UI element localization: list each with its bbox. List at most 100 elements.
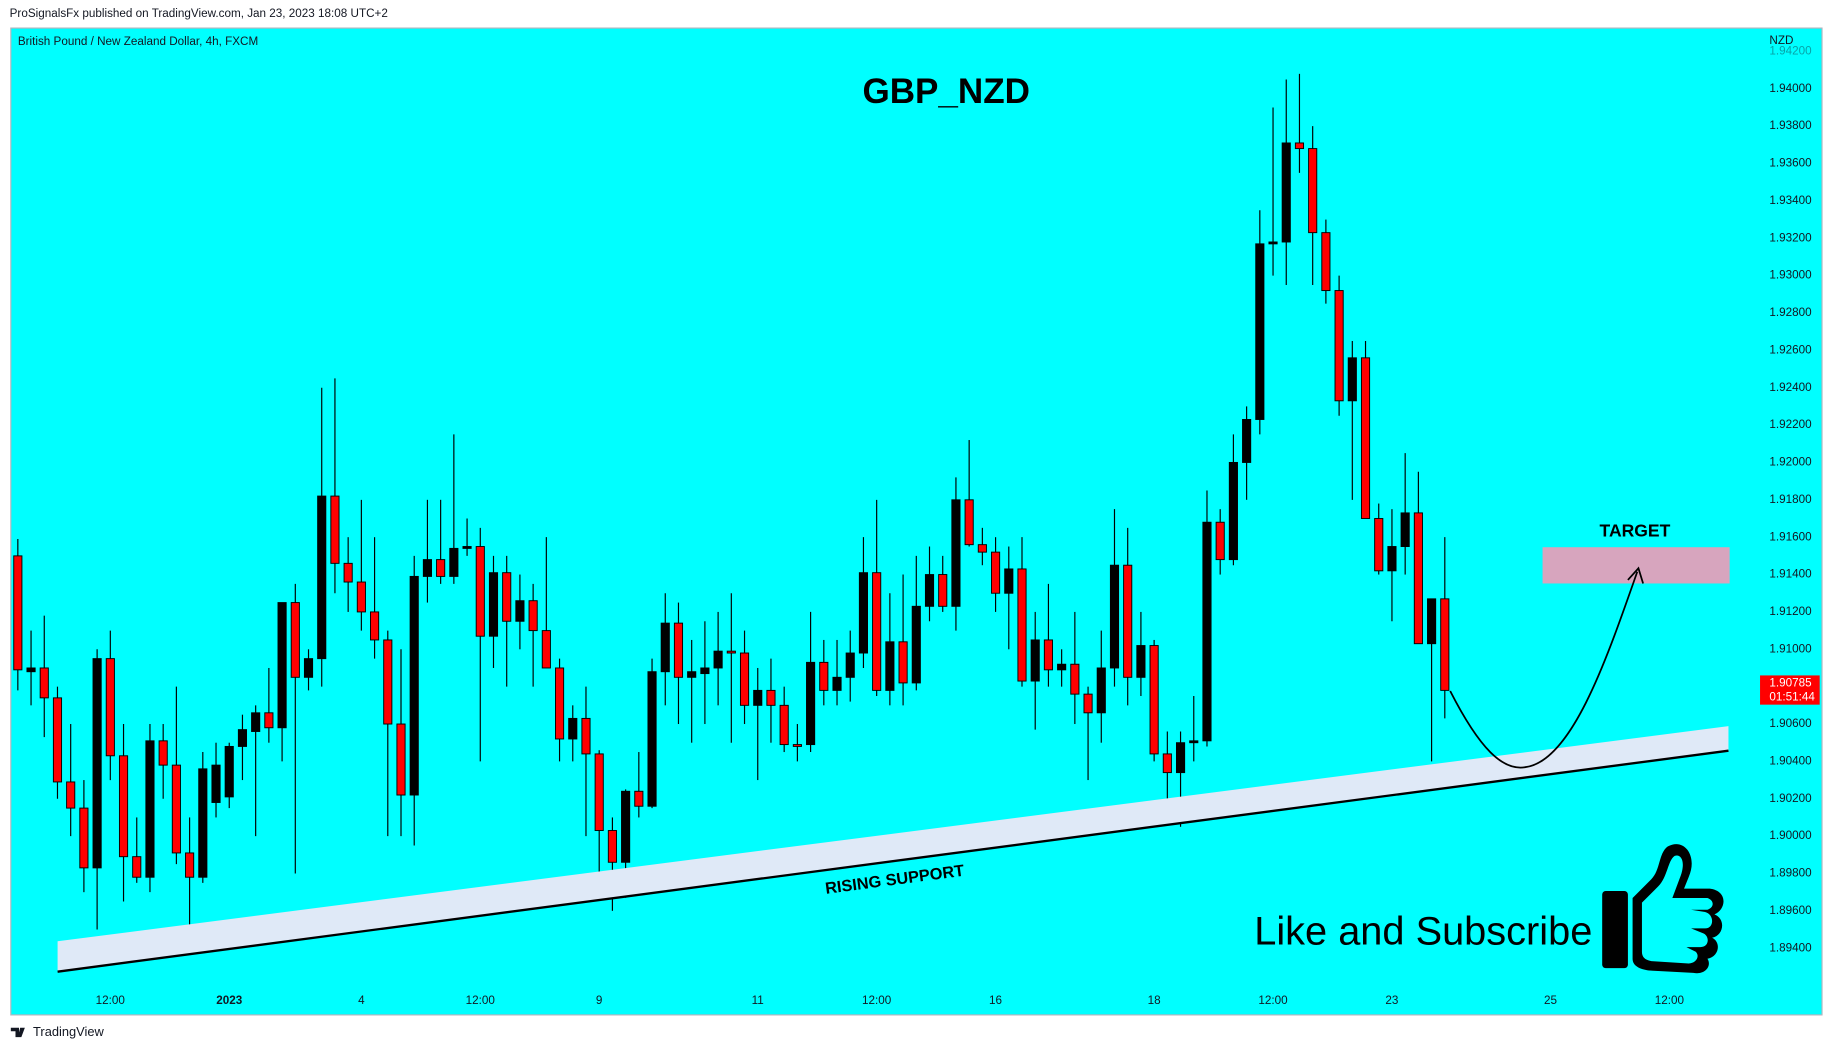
candle-body (568, 717, 578, 740)
y-tick-label: 1.92000 (1769, 456, 1812, 469)
y-tick-label: 1.92600 (1769, 343, 1812, 356)
candle-body (264, 712, 274, 729)
candle-body (1427, 598, 1437, 645)
y-tick-label: 1.92200 (1769, 418, 1812, 431)
candle-body (687, 671, 697, 678)
candle-body (739, 652, 750, 706)
candle-body (118, 755, 129, 858)
candle-body (356, 581, 366, 613)
y-tick-label: 1.90600 (1769, 717, 1812, 730)
y-tick-label: 1.91000 (1769, 642, 1812, 655)
candle-body (39, 667, 49, 699)
candle-body (475, 546, 485, 637)
candle-body (343, 562, 353, 583)
y-tick-label: 1.93800 (1769, 119, 1812, 132)
y-tick-label: 1.93600 (1769, 157, 1812, 170)
x-tick-label: 23 (1385, 994, 1398, 1007)
publisher: ProSignalsFx published on TradingView.co… (10, 7, 388, 20)
candle-body (832, 676, 842, 691)
candle-body (422, 559, 432, 577)
candle-body (383, 639, 393, 725)
candle-body (237, 729, 248, 747)
y-tick-label: 1.90400 (1769, 754, 1812, 767)
candle-body (951, 499, 961, 607)
candle-body (198, 768, 208, 878)
candle-body (1255, 243, 1265, 420)
candle-body (290, 602, 300, 678)
candle-body (1136, 645, 1146, 678)
candle-body (1162, 753, 1172, 774)
candle-body (462, 546, 472, 549)
candle-body (1004, 568, 1014, 594)
candle-body (1189, 740, 1199, 744)
candle-body (1123, 564, 1133, 678)
x-tick-label: 2023 (216, 994, 243, 1007)
candle-body (436, 559, 446, 577)
cta-text: Like and Subscribe (1254, 910, 1592, 954)
candle-body (145, 740, 155, 878)
candle-body (1043, 639, 1053, 671)
candle-body (726, 650, 736, 654)
candle-body (1400, 512, 1410, 547)
x-tick-label: 12:00 (96, 994, 126, 1007)
x-tick-label: 12:00 (466, 994, 496, 1007)
y-tick-label: 1.91200 (1769, 605, 1812, 618)
target-zone (1542, 547, 1730, 584)
candle-body (132, 856, 142, 878)
candle-body (251, 712, 261, 732)
candle-body (158, 740, 168, 766)
candle-body (396, 723, 406, 796)
x-tick-label: 11 (752, 994, 764, 1007)
candle-body (1083, 693, 1093, 714)
candle-body (766, 689, 776, 706)
candle-body (713, 650, 723, 669)
candle-body (1347, 357, 1357, 402)
candle-body (806, 661, 816, 746)
candle-body (1321, 232, 1331, 292)
y-tick-label: 1.90000 (1769, 829, 1812, 842)
candle-body (528, 600, 538, 632)
y-tick-label: 1.91600 (1769, 530, 1812, 543)
y-tick-label: 1.91400 (1769, 568, 1812, 581)
x-tick-label: 12:00 (1258, 994, 1288, 1007)
candle-body (1294, 142, 1305, 150)
x-tick-label: 16 (989, 994, 1002, 1007)
candle-body (1228, 461, 1238, 561)
candle-body (1070, 663, 1080, 695)
candle-body (647, 671, 657, 807)
candle-body (1215, 521, 1225, 561)
candle-body (964, 499, 974, 546)
candle-body (26, 667, 36, 673)
candle-body (753, 689, 763, 706)
candle-body (211, 764, 221, 803)
countdown: 01:51:44 (1769, 691, 1815, 704)
x-tick-label: 9 (596, 994, 603, 1007)
x-tick-label: 25 (1544, 994, 1557, 1007)
y-axis-label: NZD (1769, 34, 1793, 47)
candle-body (911, 605, 921, 684)
footer-logo (10, 1027, 25, 1038)
candle-body (66, 781, 76, 809)
y-tick-label: 1.92400 (1769, 381, 1812, 394)
x-tick-label: 12:00 (1655, 994, 1685, 1007)
candle-body (792, 744, 802, 747)
candle-body (1017, 568, 1027, 682)
y-tick-label: 1.93400 (1769, 194, 1812, 207)
candle-body (515, 600, 525, 622)
candle-body (898, 641, 908, 684)
candle-body (1360, 357, 1371, 519)
y-tick-label: 1.91800 (1769, 493, 1812, 506)
candle-body (634, 790, 644, 807)
candle-body (1281, 142, 1291, 243)
y-tick-label: 1.89800 (1769, 867, 1812, 880)
candle-body (541, 630, 551, 669)
candle-body (330, 495, 340, 564)
candle-body (1413, 512, 1423, 645)
candle-body (977, 544, 987, 553)
candle-body (303, 658, 314, 678)
projection-arrow (1449, 571, 1639, 769)
symbol: British Pound / New Zealand Dollar, 4h, … (18, 35, 258, 48)
candle-body (872, 572, 882, 691)
y-tick-label: 1.94000 (1769, 82, 1812, 95)
candle-body (224, 745, 234, 798)
